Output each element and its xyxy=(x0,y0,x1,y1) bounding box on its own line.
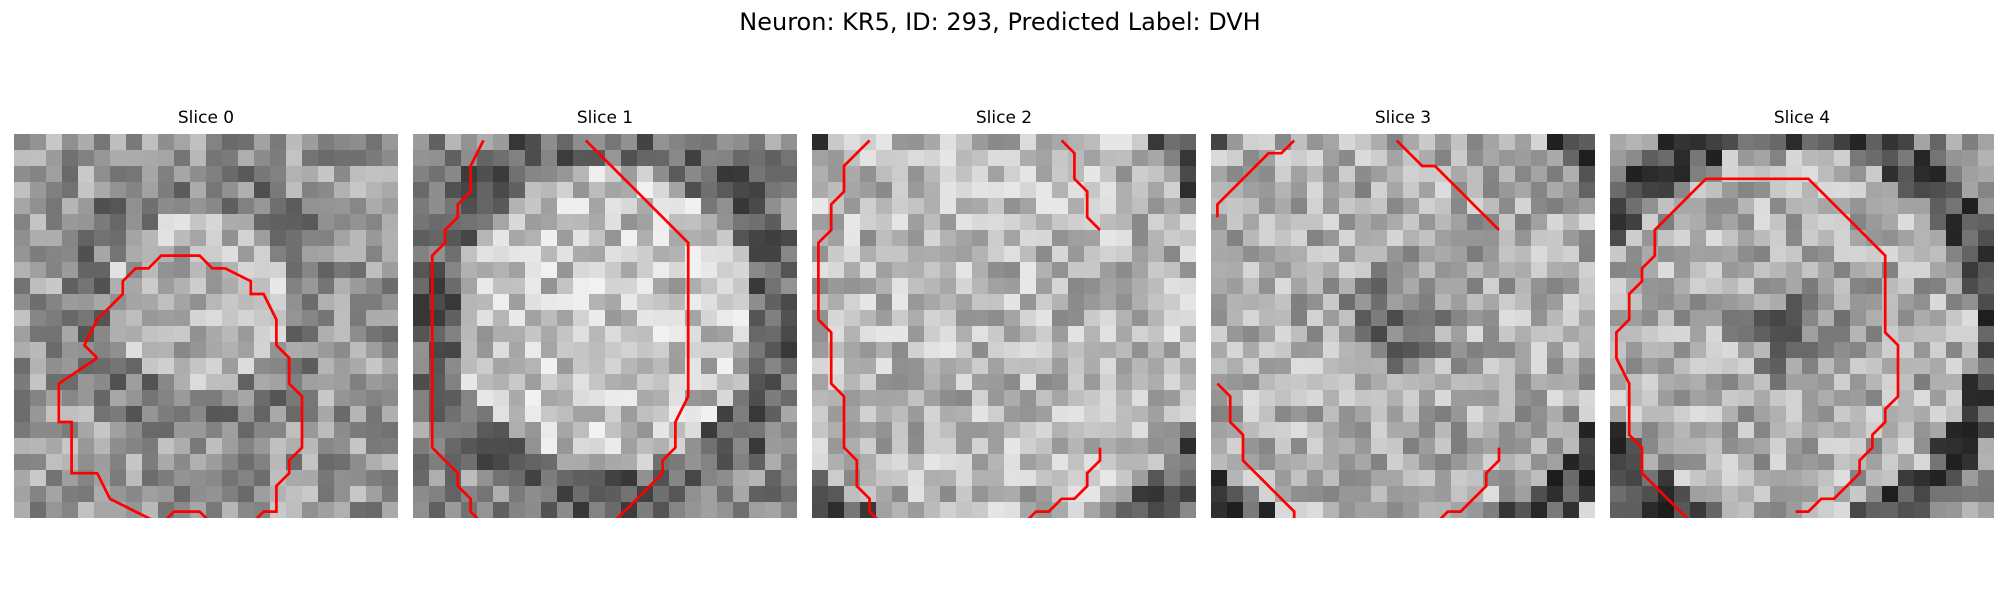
figure-title: Neuron: KR5, ID: 293, Predicted Label: D… xyxy=(0,8,2000,36)
slice-pixels xyxy=(812,134,1196,518)
slice-image xyxy=(1610,134,1994,518)
slice-image xyxy=(14,134,398,518)
slice-title: Slice 4 xyxy=(1610,108,1994,128)
slice-image xyxy=(1211,134,1595,518)
slice-pixels xyxy=(1211,134,1595,518)
slice-image xyxy=(812,134,1196,518)
slice-pixels xyxy=(1610,134,1994,518)
slice-title: Slice 2 xyxy=(812,108,1196,128)
slice-title: Slice 3 xyxy=(1211,108,1595,128)
slice-title: Slice 0 xyxy=(14,108,398,128)
slice-image xyxy=(413,134,797,518)
slice-title: Slice 1 xyxy=(413,108,797,128)
